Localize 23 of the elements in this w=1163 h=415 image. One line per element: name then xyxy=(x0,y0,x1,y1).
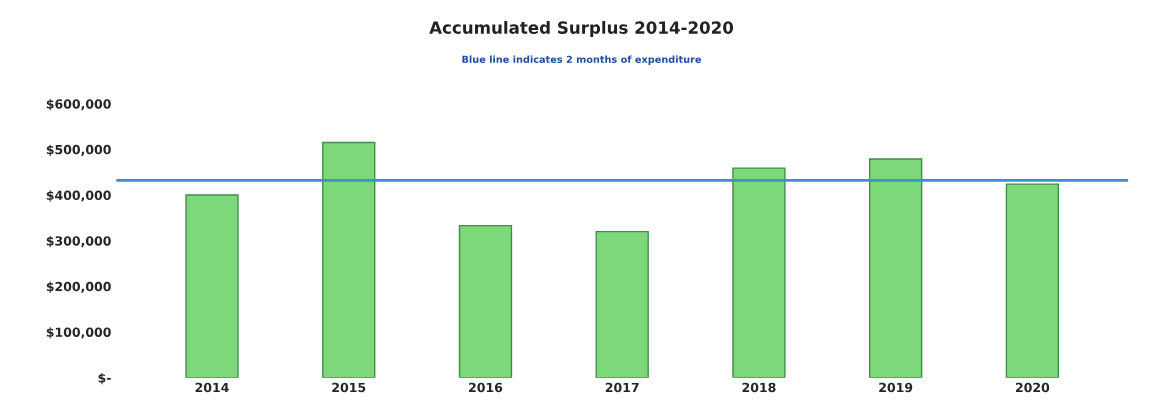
x-tick-label: 2017 xyxy=(605,382,639,393)
x-tick-label: 2015 xyxy=(332,382,366,393)
chart-title: Accumulated Surplus 2014-2020 xyxy=(429,20,734,38)
y-tick-label: $100,000 xyxy=(46,327,111,339)
x-tick-label: 2014 xyxy=(195,382,229,393)
x-tick-label: 2020 xyxy=(1015,382,1050,393)
y-tick-label: $200,000 xyxy=(46,281,111,293)
bar xyxy=(868,158,923,378)
y-tick-label: $300,000 xyxy=(46,235,111,248)
bar xyxy=(322,141,376,378)
bar xyxy=(1005,183,1060,378)
bar xyxy=(732,167,786,378)
bar xyxy=(595,230,649,378)
x-tick-label: 2019 xyxy=(879,382,913,393)
bar xyxy=(185,194,239,378)
bar xyxy=(458,224,513,378)
chart-subtitle: Blue line indicates 2 months of expenditure xyxy=(462,55,702,65)
x-tick-label: 2018 xyxy=(742,382,776,393)
y-tick-label: $600,000 xyxy=(46,99,111,111)
x-tick-label: 2016 xyxy=(469,382,503,393)
y-tick-label: $500,000 xyxy=(46,144,111,156)
y-tick-label: $- xyxy=(98,372,111,385)
y-tick-label: $400,000 xyxy=(46,190,111,202)
